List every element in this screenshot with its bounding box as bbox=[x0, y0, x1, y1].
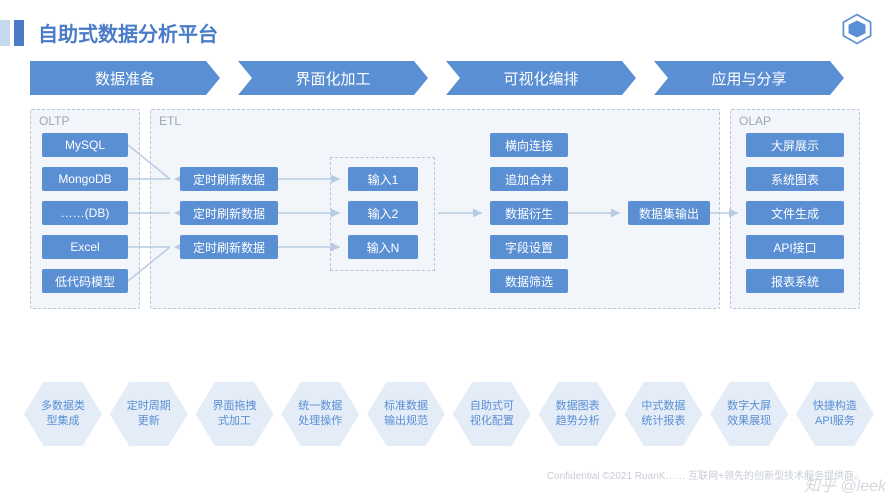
node-i1: 输入1 bbox=[348, 167, 418, 191]
node-o3: 文件生成 bbox=[746, 201, 844, 225]
hex-9: 快捷构造API服务 bbox=[796, 380, 874, 448]
watermark: 知乎 @leek bbox=[804, 472, 886, 496]
node-o5: 报表系统 bbox=[746, 269, 844, 293]
node-out: 数据集输出 bbox=[628, 201, 710, 225]
node-excel: Excel bbox=[42, 235, 128, 259]
title-accent-bars bbox=[0, 20, 24, 46]
hex-8: 数字大屏效果展现 bbox=[710, 380, 788, 448]
node-o4: API接口 bbox=[746, 235, 844, 259]
hex-7: 中式数据统计报表 bbox=[624, 380, 702, 448]
region-label-etl: ETL bbox=[159, 114, 181, 128]
page-title: 自助式数据分析平台 bbox=[38, 18, 218, 47]
region-label-olap: OLAP bbox=[739, 114, 771, 128]
node-i3: 输入N bbox=[348, 235, 418, 259]
hex-row: 多数据类型集成定时周期更新界面拖拽式加工统一数据处理操作标准数据输出规范自助式可… bbox=[24, 380, 874, 448]
node-r1: 定时刷新数据 bbox=[180, 167, 278, 191]
node-mongodb: MongoDB bbox=[42, 167, 128, 191]
node-r2: 定时刷新数据 bbox=[180, 201, 278, 225]
stage-2-label: 界面化加工 bbox=[295, 68, 370, 89]
stage-2: 界面化加工 bbox=[238, 61, 428, 95]
node-v4: 字段设置 bbox=[490, 235, 568, 259]
hex-6: 数据图表趋势分析 bbox=[539, 380, 617, 448]
hex-3: 统一数据处理操作 bbox=[281, 380, 359, 448]
hex-2: 界面拖拽式加工 bbox=[196, 380, 274, 448]
stage-3-label: 可视化编排 bbox=[503, 68, 578, 89]
node-r3: 定时刷新数据 bbox=[180, 235, 278, 259]
node-v2: 追加合并 bbox=[490, 167, 568, 191]
hex-5: 自助式可视化配置 bbox=[453, 380, 531, 448]
stage-row: 数据准备 界面化加工 可视化编排 应用与分享 bbox=[0, 61, 892, 95]
logo-icon bbox=[840, 12, 874, 46]
hex-1: 定时周期更新 bbox=[110, 380, 188, 448]
node-db: ……(DB) bbox=[42, 201, 128, 225]
node-i2: 输入2 bbox=[348, 201, 418, 225]
accent-bar-light bbox=[0, 20, 10, 46]
flow-diagram: OLTP ETL OLAP MySQL MongoDB ……(DB) Excel 低代码模型 定… bbox=[0, 109, 892, 359]
hex-0: 多数据类型集成 bbox=[24, 380, 102, 448]
stage-4: 应用与分享 bbox=[654, 61, 844, 95]
node-o2: 系统图表 bbox=[746, 167, 844, 191]
hex-4: 标准数据输出规范 bbox=[367, 380, 445, 448]
node-lowcode: 低代码模型 bbox=[42, 269, 128, 293]
stage-1-label: 数据准备 bbox=[95, 68, 155, 89]
title-bar: 自助式数据分析平台 bbox=[0, 0, 892, 61]
node-o1: 大屏展示 bbox=[746, 133, 844, 157]
node-v3: 数据衍生 bbox=[490, 201, 568, 225]
region-label-oltp: OLTP bbox=[39, 114, 69, 128]
stage-3: 可视化编排 bbox=[446, 61, 636, 95]
node-mysql: MySQL bbox=[42, 133, 128, 157]
accent-bar-dark bbox=[14, 20, 24, 46]
stage-1: 数据准备 bbox=[30, 61, 220, 95]
node-v5: 数据筛选 bbox=[490, 269, 568, 293]
stage-4-label: 应用与分享 bbox=[711, 68, 786, 89]
node-v1: 横向连接 bbox=[490, 133, 568, 157]
